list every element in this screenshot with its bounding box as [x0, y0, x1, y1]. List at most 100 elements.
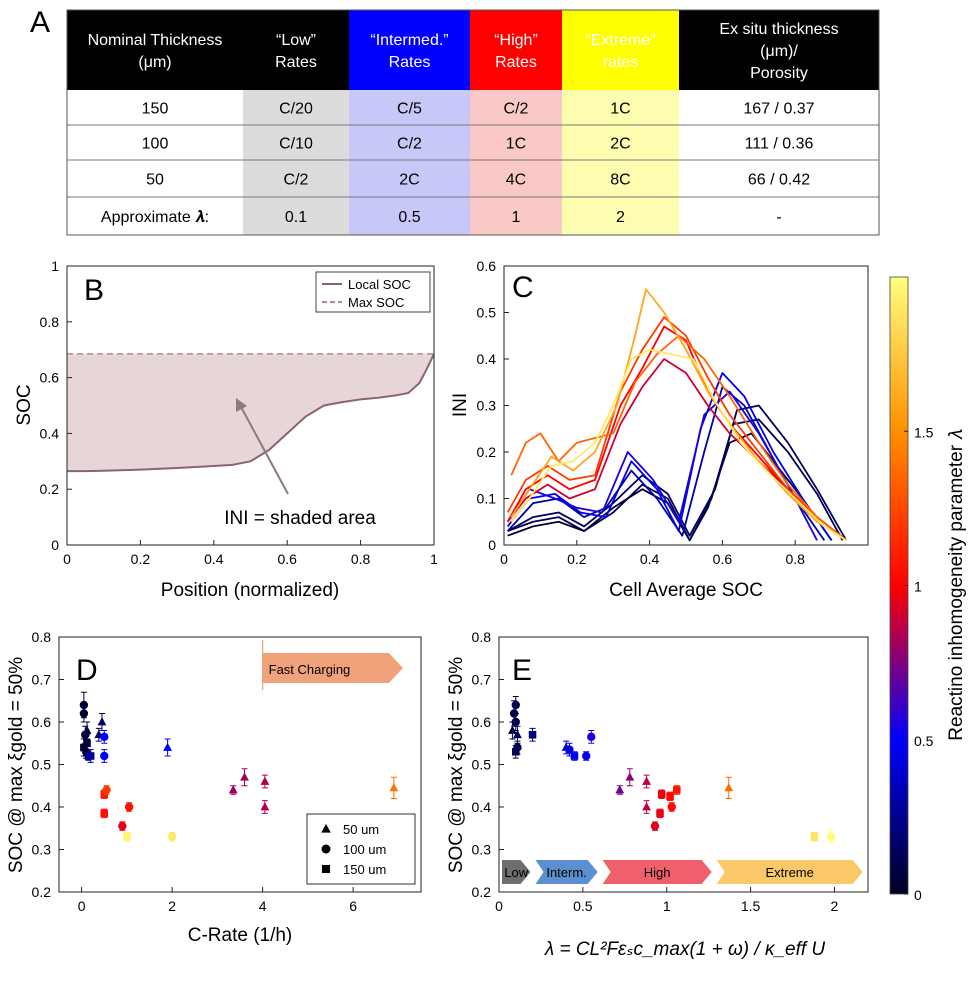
table-cell: -: [776, 209, 781, 226]
table-header-cell: Porosity: [750, 65, 808, 82]
marker-square: [123, 832, 131, 841]
y-tick-label: 0.6: [477, 258, 497, 274]
panel-d-soc-vs-crate: Fast Charging 50 um 100 um 150 um 0 2 4 6 0.2 0.3…: [6, 629, 422, 946]
rates-table: Nominal Thickness (μm) “Low” Rates “Intermed…: [66, 9, 880, 236]
table-header-cell: “High”: [494, 32, 538, 49]
panel-label-e: E: [512, 654, 532, 687]
table-header-cell: Rates: [275, 54, 317, 71]
table-header-cell: (μm)/: [760, 43, 798, 60]
y-tick-label: 0.6: [472, 714, 492, 730]
legend: Local SOC Max SOC: [315, 271, 431, 313]
table-border: [66, 9, 880, 236]
legend-label: 150 um: [343, 862, 386, 877]
annotation-arrow: [239, 404, 289, 495]
table-cell: 0.1: [285, 209, 307, 226]
marker-square: [570, 752, 579, 760]
marker-square: [666, 792, 674, 801]
y-tick-label: 0.2: [472, 884, 492, 900]
marker-circle: [650, 821, 660, 831]
table-cell: 1C: [610, 101, 630, 118]
y-axis-label: SOC @ max ξgold = 50%: [446, 657, 467, 873]
table-cell: 100: [142, 136, 169, 153]
x-tick-label: 1.5: [741, 898, 761, 914]
table-cell: 111 / 0.36: [745, 136, 814, 153]
table-header-bg: [470, 10, 562, 90]
marker-circle: [321, 844, 331, 854]
marker-square: [100, 809, 109, 818]
table-header-cell: Rates: [495, 54, 537, 71]
table-cell: 4C: [506, 172, 526, 189]
panel-b-soc-profile: INI = shaded area Local SOC Max SOC 0 0.2 0.4…: [14, 258, 438, 601]
legend-label: 100 um: [343, 842, 386, 857]
x-tick-label: 0: [78, 898, 86, 914]
plot-area: [499, 637, 868, 892]
band-low: [502, 860, 531, 884]
y-tick-label: 0: [51, 537, 59, 553]
table-cell: C/2: [397, 136, 422, 153]
legend-label: 50 um: [343, 822, 379, 837]
colorbar-label: Reactino inhomogeneity parameter 𝜆: [946, 429, 967, 741]
x-tick-label: 2: [831, 898, 839, 914]
x-tick-label: 0.6: [277, 551, 297, 567]
y-tick-label: 0.2: [40, 481, 60, 497]
ini-curve-9: [510, 334, 847, 542]
table-cell: C/2: [284, 172, 309, 189]
x-tick-label: 0: [500, 551, 508, 567]
y-tick-label: 0.8: [472, 629, 492, 645]
band-extreme: [716, 860, 863, 884]
table-cell: 150: [142, 101, 169, 118]
y-tick-label: 0.1: [477, 491, 497, 507]
marker-square: [528, 730, 537, 739]
ini-curve-7: [506, 325, 847, 542]
x-tick-label: 0.8: [351, 551, 371, 567]
marker-triangle: [625, 772, 635, 781]
table-cell: 0.5: [398, 209, 420, 226]
legend-label-local: Local SOC: [348, 277, 411, 292]
table-cell: 167 / 0.37: [743, 101, 814, 118]
marker-circle: [511, 700, 520, 710]
table-cell: C/20: [279, 101, 313, 118]
x-tick-label: 6: [349, 898, 357, 914]
table-header-cell: Ex situ thickness: [719, 21, 838, 38]
plot-area: [504, 266, 868, 545]
table-column-bg: [243, 90, 349, 235]
table-cell: Approximate 𝝀:: [101, 209, 209, 226]
table-cell: C/5: [397, 101, 422, 118]
ini-curve-11: [510, 348, 847, 542]
y-tick-label: 0.4: [472, 799, 492, 815]
marker-square: [656, 809, 664, 818]
colorbar-tick-label: 0.5: [914, 733, 934, 749]
y-tick-label: 0.8: [32, 629, 52, 645]
table-cell: 66 / 0.42: [748, 172, 810, 189]
x-tick-label: 0.5: [573, 898, 593, 914]
shaded-area: [67, 353, 434, 472]
table-header-bg: [562, 10, 679, 90]
marker-circle: [511, 717, 520, 727]
marker-circle: [587, 732, 596, 742]
y-tick-label: 0.8: [40, 314, 60, 330]
table-header-cell: Rates: [389, 54, 431, 71]
marker-square: [511, 747, 520, 756]
y-tick-label: 0.7: [32, 672, 52, 688]
table-cell: 2: [616, 209, 625, 226]
table-column-bg: [470, 90, 562, 235]
marker-triangle: [513, 729, 522, 739]
marker-triangle: [97, 717, 107, 726]
y-tick-label: 0.3: [32, 842, 52, 858]
table-header-cell: (μm): [138, 54, 171, 71]
band-label: Interm.: [546, 865, 586, 880]
y-tick-label: 0.4: [32, 799, 52, 815]
legend: 50 um 100 um 150 um: [306, 813, 416, 885]
axes-frame: [66, 265, 435, 546]
table-header-bg: [679, 10, 879, 90]
x-tick-label: 1: [430, 551, 438, 567]
table-header-cell: “Low”: [276, 32, 316, 49]
x-tick-label: 4: [259, 898, 267, 914]
marker-triangle: [240, 772, 249, 781]
table-header-cell: rates: [603, 54, 639, 71]
colorbar-tick-label: 0: [914, 887, 922, 903]
table-column-bg: [67, 90, 243, 235]
x-axis-label: C-Rate (1/h): [188, 925, 293, 946]
lambda-colorbar: 0 0.5 1 1.5 Reactino inhomogeneity parameter…: [889, 276, 967, 903]
panel-e-soc-vs-lambda: Low Interm. High Extreme 0 0.5 1 1.5 2 0.2 0.3 0.4 0…: [446, 629, 869, 960]
